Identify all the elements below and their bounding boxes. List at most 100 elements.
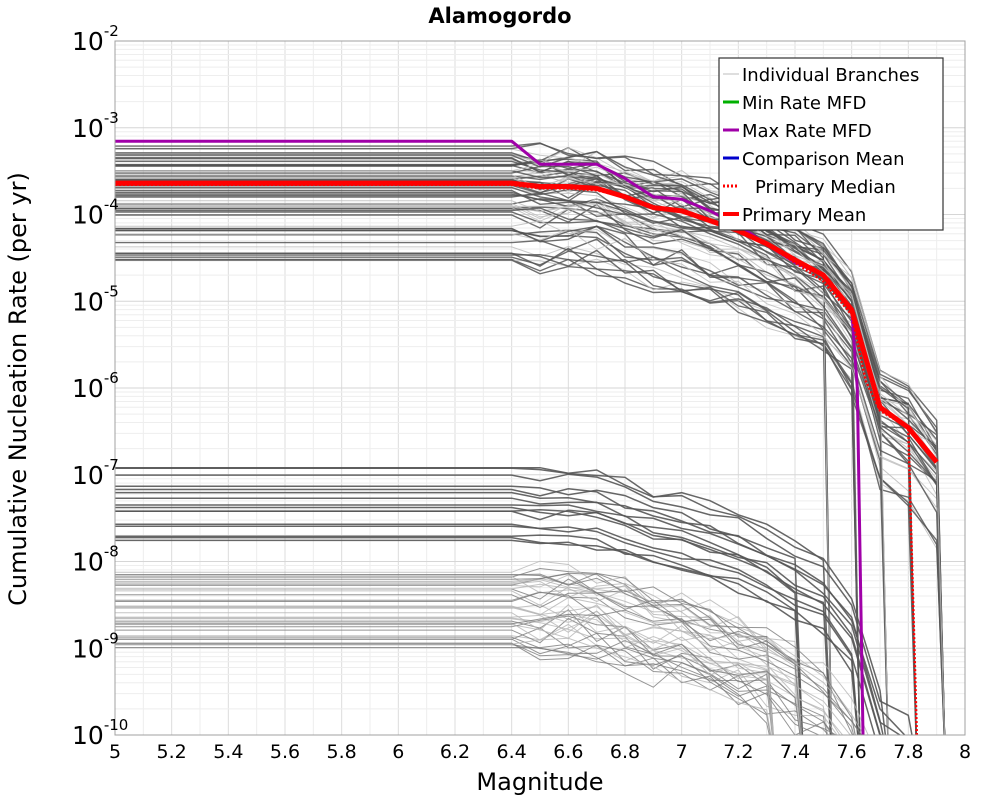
x-tick-label: 5.6 [270,741,300,763]
branch-line [115,177,945,735]
x-tick-label: 7.2 [723,741,753,763]
branch-line [115,142,946,735]
branch-line [115,604,802,735]
branch-line [115,614,844,735]
branch-line [115,509,803,735]
x-tick-label: 6 [392,741,404,763]
branch-line [115,578,774,735]
branch-line [115,617,838,735]
branch-line [115,573,774,735]
y-tick-label: 10-6 [72,369,119,403]
legend-label: Individual Branches [742,65,919,86]
branch-line [115,591,863,735]
plot-frame [114,40,966,736]
branch-line [115,572,856,735]
branch-line [115,485,804,735]
y-tick-label: 10-7 [72,456,119,490]
x-tick-label: 5.2 [157,741,187,763]
branch-line [115,238,832,735]
branch-line [115,229,945,735]
x-tick-label: 7.4 [780,741,810,763]
chart-title: Alamogordo [428,4,571,28]
legend-label: Min Rate MFD [742,93,866,114]
legend-label: Primary Mean [742,205,866,226]
y-tick-label: 10-2 [72,22,119,56]
branch-line [115,504,883,735]
branch-line [115,151,946,735]
branch-line [115,203,861,735]
branch-line [115,637,772,735]
y-tick-label: 10-5 [72,282,119,316]
branch-line [115,473,913,735]
branch-line [115,642,821,735]
branch-line [115,506,881,735]
branch-line [115,586,802,735]
x-tick-label: 6.2 [440,741,470,763]
y-tick-label: 10-4 [72,196,119,230]
branch-line [115,534,803,735]
branch-line [115,467,887,735]
legend-label: Comparison Mean [742,149,905,170]
x-axis-label: Magnitude [476,768,603,796]
legend: Individual Branches Min Rate MFD Max Rate … [718,57,944,231]
x-tick-label: 8 [959,741,971,763]
branch-line [115,643,770,735]
branch-line [115,644,834,735]
y-tick-label: 10-3 [72,109,119,143]
branch-line [115,632,771,735]
branch-line [115,615,774,735]
x-tick-label: 7.8 [893,741,923,763]
branch-line [115,609,835,735]
branch-line [115,249,861,735]
branch-line [115,610,774,735]
branch-line [115,636,773,735]
branch-line [115,613,801,735]
branch-line [115,497,902,735]
branch-line [115,572,802,735]
branch-line [115,197,832,735]
x-tick-label: 5.8 [327,741,357,763]
branch-line [115,539,859,735]
branch-line [115,583,865,735]
y-axis-label: Cumulative Nucleation Rate (per yr) [4,172,32,606]
branch-line [115,567,802,735]
branch-line [115,245,917,735]
x-tick-label: 6.4 [497,741,527,763]
branch-line [115,488,906,735]
x-tick-label: 7 [676,741,688,763]
branch-line [115,259,945,735]
series-line-primary-mean [115,180,939,464]
x-tick-label: 5 [109,741,121,763]
branch-line [115,188,946,735]
branch-line [115,615,841,735]
branch-line [115,253,945,735]
legend-label: Primary Median [755,177,896,198]
series-layer [115,139,939,735]
branch-line [115,192,946,735]
x-tick-label: 7.6 [837,741,867,763]
branch-line [115,229,889,735]
branch-line [115,597,829,735]
branch-line [115,536,859,735]
x-tick-label: 5.4 [213,741,243,763]
y-axis-ticks: 10-10 10-9 10-8 10-7 10-6 10-5 10-4 10-3 10-2 [72,22,128,750]
branch-line [115,189,889,735]
x-axis-ticks: 5 5.2 5.4 5.6 5.8 6 6.2 6.4 6.6 6.8 7 7.2 7.4 7.6 7.8 8 [109,741,971,763]
branch-line [115,225,946,735]
y-tick-label: 10-8 [72,543,119,577]
branch-line [115,576,869,735]
y-tick-label: 10-9 [72,629,119,663]
branch-line [115,250,917,735]
branch-line [115,580,774,735]
branch-line [115,207,946,735]
branch-line [115,605,802,735]
branch-line [115,606,801,735]
branch-line [115,523,859,735]
legend-label: Max Rate MFD [742,121,872,142]
individual-branches [115,142,946,735]
branch-line [115,614,774,735]
x-tick-label: 6.6 [553,741,583,763]
branch-line [115,591,862,735]
branch-line [115,208,917,735]
